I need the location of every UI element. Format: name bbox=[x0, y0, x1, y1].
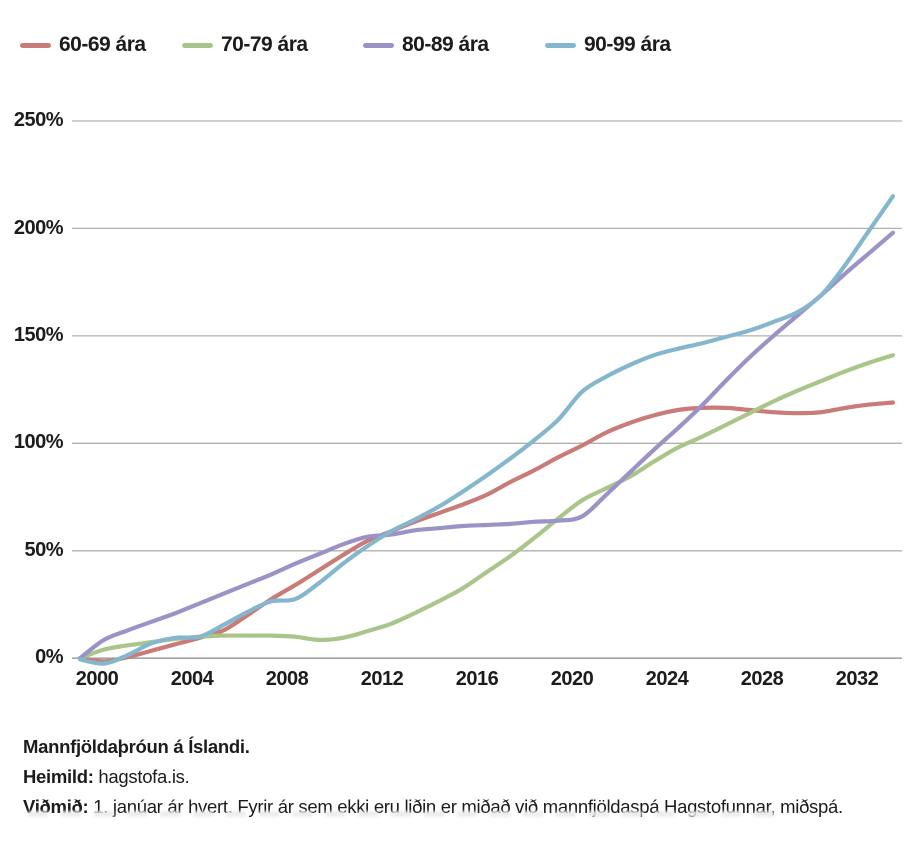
caption-title: Mannfjöldaþróun á Íslandi. bbox=[23, 736, 250, 757]
y-tick-label: 250% bbox=[13, 109, 64, 131]
chart-caption: Mannfjöldaþróun á Íslandi. Heimild: hags… bbox=[23, 732, 843, 822]
chart-plot bbox=[72, 120, 902, 666]
caption-note: Viðmið: 1. janúar ár hvert. Fyrir ár sem… bbox=[23, 796, 843, 817]
y-tick-label: 200% bbox=[13, 217, 64, 239]
legend-item-80-89: 80-89 ára bbox=[363, 33, 489, 57]
series-line-60-69-ára bbox=[77, 400, 896, 664]
x-tick-label: 2024 bbox=[645, 668, 689, 690]
y-tick-label: 150% bbox=[13, 324, 64, 346]
legend-label: 90-99 ára bbox=[584, 33, 671, 56]
legend-swatch bbox=[20, 42, 51, 48]
legend-item-70-79: 70-79 ára bbox=[182, 33, 308, 57]
x-tick-label: 2028 bbox=[740, 668, 784, 690]
x-tick-label: 2020 bbox=[550, 668, 594, 690]
x-tick-label: 2016 bbox=[455, 668, 499, 690]
legend-swatch bbox=[545, 42, 576, 48]
x-tick-label: 2000 bbox=[75, 668, 119, 690]
caption-source: Heimild: hagstofa.is. bbox=[23, 766, 190, 787]
legend-label: 80-89 ára bbox=[402, 33, 489, 56]
series-line-70-79-ára bbox=[77, 353, 896, 661]
x-tick-label: 2008 bbox=[265, 668, 309, 690]
legend-item-90-99: 90-99 ára bbox=[545, 33, 671, 57]
legend-item-60-69: 60-69 ára bbox=[20, 33, 146, 57]
y-tick-label: 100% bbox=[13, 431, 64, 453]
cropped-text-artifact bbox=[28, 811, 788, 817]
x-tick-label: 2012 bbox=[360, 668, 404, 690]
legend-label: 70-79 ára bbox=[221, 33, 308, 56]
legend-label: 60-69 ára bbox=[59, 33, 146, 56]
legend-swatch bbox=[363, 42, 394, 48]
y-tick-label: 0% bbox=[35, 646, 63, 668]
x-tick-label: 2032 bbox=[835, 668, 879, 690]
x-tick-label: 2004 bbox=[170, 668, 214, 690]
series-line-80-89-ára bbox=[77, 230, 896, 661]
legend-swatch bbox=[182, 42, 213, 48]
y-tick-label: 50% bbox=[24, 539, 63, 561]
series-line-90-99-ára bbox=[77, 194, 896, 666]
